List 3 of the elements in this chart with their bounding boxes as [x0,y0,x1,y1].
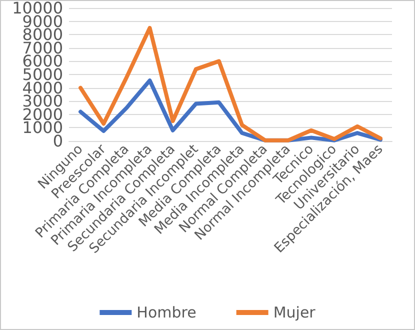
legend-label: Hombre [136,304,196,322]
line-series [78,26,382,142]
legend-label: Mujer [273,304,316,322]
